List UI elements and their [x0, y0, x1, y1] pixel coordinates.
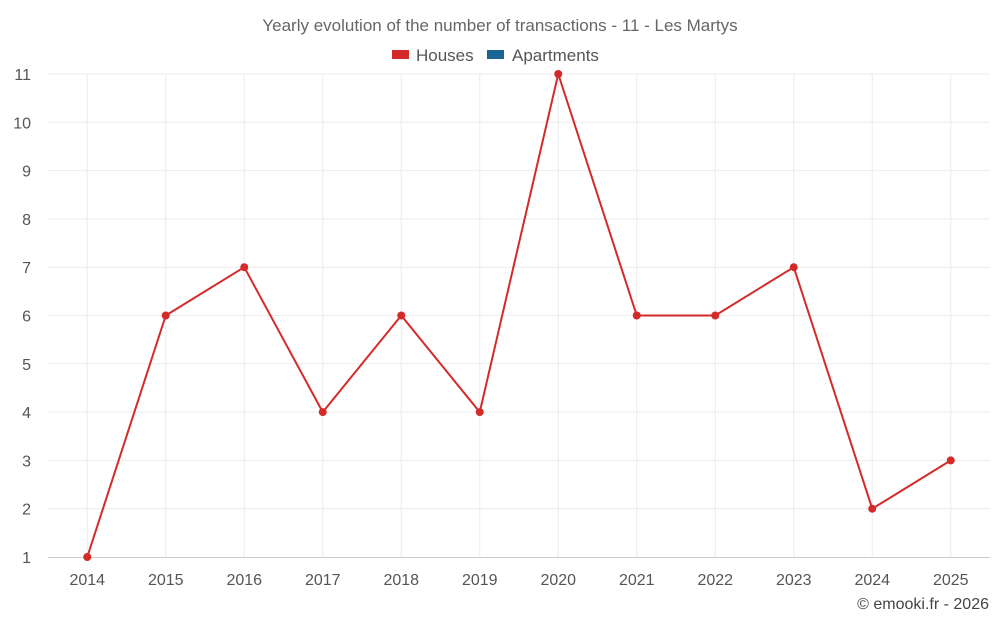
y-tick-label: 1 [22, 550, 31, 567]
y-tick-label: 9 [22, 164, 31, 181]
y-tick-label: 2 [22, 502, 31, 519]
legend-swatch-houses [392, 50, 409, 59]
y-axis: 1 2 3 4 5 6 7 8 9 10 11 [13, 67, 31, 567]
data-point-2023[interactable] [789, 263, 798, 272]
data-point-2018[interactable] [397, 311, 406, 320]
x-tick-label: 2019 [462, 572, 498, 589]
data-point-2016[interactable] [240, 263, 249, 272]
data-point-2022[interactable] [711, 311, 720, 320]
legend-item-apartments[interactable]: Apartments [487, 46, 599, 65]
data-point-2020[interactable] [554, 70, 563, 78]
x-tick-label: 2018 [383, 572, 419, 589]
x-tick-label: 2015 [148, 572, 184, 589]
x-tick-label: 2025 [933, 572, 969, 589]
legend-label-houses: Houses [416, 46, 474, 65]
x-tick-label: 2020 [540, 572, 576, 589]
y-tick-label: 7 [22, 260, 31, 277]
y-tick-label: 6 [22, 309, 31, 326]
x-tick-label: 2014 [69, 572, 105, 589]
y-tick-label: 5 [22, 357, 31, 374]
data-point-2015[interactable] [161, 311, 170, 320]
x-tick-label: 2017 [305, 572, 341, 589]
legend: Houses Apartments [392, 46, 599, 65]
x-tick-label: 2016 [226, 572, 262, 589]
data-point-2024[interactable] [868, 504, 877, 513]
y-tick-label: 11 [14, 67, 31, 84]
legend-label-apartments: Apartments [512, 46, 599, 65]
data-point-2025[interactable] [946, 456, 955, 465]
y-tick-label: 3 [22, 453, 31, 470]
data-point-2017[interactable] [318, 408, 327, 417]
data-point-2021[interactable] [632, 311, 641, 320]
y-tick-label: 4 [22, 405, 31, 422]
y-tick-label: 8 [22, 212, 31, 229]
data-point-2019[interactable] [475, 408, 484, 417]
gridlines [48, 73, 990, 557]
x-axis: 2014 2015 2016 2017 2018 2019 2020 2021 2022 2023… [48, 557, 990, 589]
series-line-houses [86, 73, 952, 558]
legend-item-houses[interactable]: Houses [392, 46, 474, 65]
chart-title: Yearly evolution of the number of transa… [262, 16, 737, 35]
x-tick-label: 2024 [854, 572, 890, 589]
series-houses [83, 70, 955, 561]
x-tick-label: 2023 [776, 572, 812, 589]
legend-swatch-apartments [487, 50, 504, 59]
x-tick-label: 2021 [619, 572, 655, 589]
credit-text: © emooki.fr - 2026 [857, 596, 989, 613]
x-tick-label: 2022 [697, 572, 733, 589]
y-tick-label: 10 [13, 115, 31, 132]
data-point-2014[interactable] [83, 553, 92, 561]
